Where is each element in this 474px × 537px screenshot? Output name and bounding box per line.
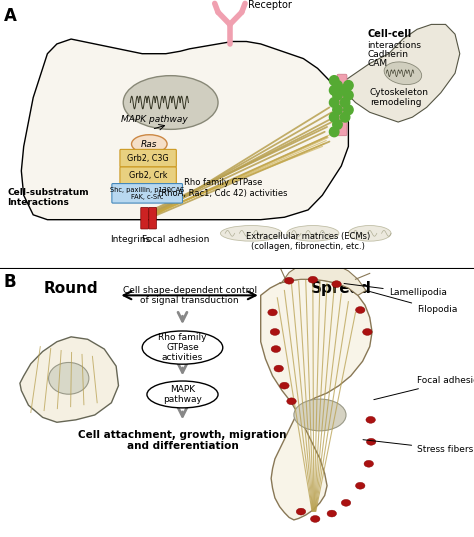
Text: Integrins: Integrins	[110, 235, 150, 244]
Text: Filopodia: Filopodia	[369, 291, 457, 315]
Text: Focal adhesion: Focal adhesion	[374, 376, 474, 400]
Circle shape	[340, 98, 350, 107]
FancyBboxPatch shape	[120, 149, 176, 167]
Text: interactions: interactions	[367, 40, 421, 49]
Text: MAPK pathway: MAPK pathway	[121, 115, 188, 124]
Circle shape	[329, 85, 339, 95]
Ellipse shape	[296, 508, 306, 515]
Circle shape	[329, 112, 339, 122]
Text: Cytoskeleton
remodeling: Cytoskeleton remodeling	[370, 88, 428, 107]
Text: Lamellipodia: Lamellipodia	[344, 284, 447, 297]
Text: Cell attachment, growth, migration
and differentiation: Cell attachment, growth, migration and d…	[78, 430, 287, 451]
Ellipse shape	[271, 346, 281, 352]
Circle shape	[333, 105, 342, 115]
Circle shape	[344, 81, 353, 90]
Ellipse shape	[220, 226, 282, 241]
Ellipse shape	[287, 226, 339, 241]
Text: Round: Round	[44, 281, 99, 296]
Ellipse shape	[366, 438, 376, 445]
Circle shape	[333, 81, 342, 90]
Circle shape	[333, 120, 342, 129]
Ellipse shape	[363, 329, 372, 336]
Text: Extracellular matrices (ECMs)
(collagen, fibronectin, etc.): Extracellular matrices (ECMs) (collagen,…	[246, 232, 370, 251]
Text: Grb2, Crk: Grb2, Crk	[128, 171, 167, 180]
Ellipse shape	[131, 135, 167, 153]
Ellipse shape	[147, 381, 218, 408]
Circle shape	[344, 105, 353, 115]
FancyBboxPatch shape	[149, 207, 156, 229]
Ellipse shape	[287, 398, 296, 405]
Ellipse shape	[274, 365, 283, 372]
Text: Ras: Ras	[141, 140, 157, 149]
Ellipse shape	[284, 277, 294, 284]
Text: Cell-cell: Cell-cell	[367, 30, 411, 39]
Ellipse shape	[332, 281, 341, 287]
Text: CAM: CAM	[367, 59, 387, 68]
Text: Receptor: Receptor	[248, 0, 292, 10]
Ellipse shape	[341, 499, 351, 506]
Ellipse shape	[356, 482, 365, 489]
Text: Cell-substratum
Interactions: Cell-substratum Interactions	[7, 188, 89, 207]
Text: Stress fibers: Stress fibers	[363, 440, 474, 454]
Text: Focal adhesion: Focal adhesion	[142, 235, 209, 244]
Ellipse shape	[364, 460, 374, 467]
Circle shape	[340, 85, 350, 95]
Ellipse shape	[268, 309, 277, 316]
Ellipse shape	[123, 76, 218, 129]
Text: Rho family
GTPase
activities: Rho family GTPase activities	[158, 333, 207, 362]
Text: Cell shape-dependent control
of signal transduction: Cell shape-dependent control of signal t…	[123, 286, 256, 305]
Polygon shape	[341, 24, 460, 122]
Ellipse shape	[142, 331, 223, 364]
Circle shape	[329, 76, 339, 85]
Ellipse shape	[280, 382, 289, 389]
Ellipse shape	[356, 307, 365, 314]
FancyBboxPatch shape	[120, 167, 176, 184]
Ellipse shape	[308, 277, 318, 283]
Ellipse shape	[294, 399, 346, 431]
Text: Spread: Spread	[311, 281, 372, 296]
Text: Rho family GTPase
(RhoA, Rac1, Cdc 42) activities: Rho family GTPase (RhoA, Rac1, Cdc 42) a…	[158, 178, 288, 198]
Polygon shape	[21, 39, 348, 220]
Polygon shape	[280, 264, 366, 295]
Ellipse shape	[348, 226, 391, 241]
Ellipse shape	[48, 362, 89, 394]
Ellipse shape	[384, 62, 422, 84]
Polygon shape	[261, 279, 372, 520]
Circle shape	[333, 90, 342, 100]
Ellipse shape	[327, 510, 337, 517]
FancyBboxPatch shape	[337, 74, 347, 136]
Text: B: B	[4, 273, 17, 292]
Circle shape	[344, 90, 353, 100]
FancyBboxPatch shape	[141, 207, 148, 229]
Text: Grb2, C3G: Grb2, C3G	[127, 154, 169, 163]
Text: Shc, paxillin, p130CAS
FAK, c-Src: Shc, paxillin, p130CAS FAK, c-Src	[110, 187, 184, 200]
Circle shape	[329, 98, 339, 107]
Text: MAPK
pathway: MAPK pathway	[163, 384, 202, 404]
Text: A: A	[4, 8, 17, 25]
Polygon shape	[20, 337, 118, 422]
Circle shape	[340, 112, 350, 122]
Text: Cadherin: Cadherin	[367, 50, 408, 59]
Ellipse shape	[310, 516, 320, 523]
Circle shape	[329, 127, 339, 137]
Ellipse shape	[270, 329, 280, 336]
Ellipse shape	[366, 416, 375, 423]
FancyBboxPatch shape	[112, 184, 182, 203]
